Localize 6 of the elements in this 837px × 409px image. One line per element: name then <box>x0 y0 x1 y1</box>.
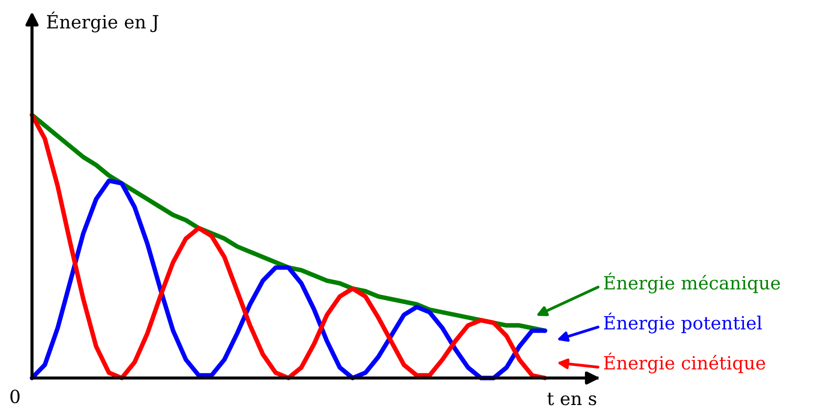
x-axis-title: t en s <box>547 392 596 406</box>
text: 0 <box>10 390 20 404</box>
text: Énergie mécanique <box>604 272 780 294</box>
y-axis-title: Énergie en J <box>46 12 158 32</box>
legend-label: Énergie potentiel <box>604 312 762 334</box>
legend-label: Énergie cinétique <box>604 352 766 374</box>
